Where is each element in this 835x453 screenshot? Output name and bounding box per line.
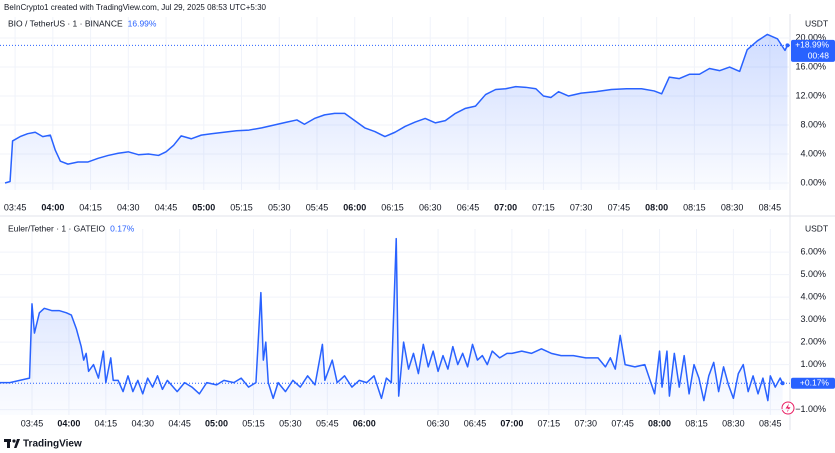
currency-label: USDT: [805, 18, 828, 28]
x-tick-label: 04:45: [155, 202, 178, 212]
chart-panel: 0.00% 4.00% 8.00% 12.00% 16.00% 20.00% 03:45 04…: [0, 17, 835, 212]
y-tick-label: 16.00%: [795, 61, 826, 71]
x-tick-label: 08:45: [759, 418, 782, 428]
x-tick-label: 08:45: [759, 202, 782, 212]
y-tick-label: 5.00%: [800, 269, 826, 279]
series-change: 0.17%: [110, 223, 135, 233]
x-tick-label: 07:00: [494, 202, 517, 212]
x-tick-label: 06:00: [343, 202, 366, 212]
price-line: [0, 237, 784, 402]
currency-label: USDT: [805, 223, 828, 233]
x-tick-label: 07:30: [570, 202, 593, 212]
y-tick-label: 8.00%: [800, 119, 826, 129]
y-tick-label: 0.00%: [800, 177, 826, 187]
x-tick-label: 05:45: [306, 202, 329, 212]
y-tick-label: 6.00%: [800, 246, 826, 256]
x-tick-label: 08:00: [645, 202, 668, 212]
x-tick-label: 06:30: [419, 202, 442, 212]
y-tick-label: 1.00%: [800, 359, 826, 369]
last-price-box: [791, 39, 835, 62]
footer-brand: TradingView: [23, 439, 82, 450]
series-title: BIO / TetherUS · 1 · BINANCE: [8, 18, 123, 28]
series-change: 16.99%: [128, 18, 157, 28]
y-tick-label: 3.00%: [800, 314, 826, 324]
x-tick-label: 05:15: [230, 202, 253, 212]
y-tick-label: 20.00%: [795, 32, 826, 42]
x-tick-label: 06:45: [464, 418, 487, 428]
x-tick-label: 04:15: [95, 418, 118, 428]
y-tick-label: 4.00%: [800, 291, 826, 301]
lightning-icon[interactable]: [781, 401, 795, 415]
x-tick-label: 03:45: [4, 202, 27, 212]
countdown-label: 00:48: [808, 51, 830, 61]
x-tick-label: 05:00: [192, 202, 215, 212]
x-tick-label: 05:15: [242, 418, 265, 428]
x-tick-label: 04:30: [117, 202, 140, 212]
chart-panel: −1.00% 1.00% 2.00% 3.00% 4.00% 5.00% 6.00% 03:4…: [0, 223, 835, 428]
tradingview-logo: [4, 439, 20, 448]
x-tick-label: 05:00: [205, 418, 228, 428]
area: [0, 238, 783, 415]
x-tick-label: 04:15: [79, 202, 102, 212]
y-tick-label: −1.00%: [795, 404, 826, 414]
header: BeInCrypto1 created with TradingView.com…: [4, 3, 267, 12]
x-tick-label: 03:45: [21, 418, 44, 428]
x-tick-label: 04:30: [131, 418, 154, 428]
x-tick-label: 06:00: [353, 418, 376, 428]
x-tick-label: 07:45: [608, 202, 631, 212]
x-tick-label: 08:30: [722, 418, 745, 428]
series-title: Euler/Tether · 1 · GATEIO: [8, 223, 106, 233]
last-price-label: +0.17%: [800, 378, 830, 388]
last-price-label: +18.99%: [795, 40, 829, 50]
x-tick-label: 07:15: [532, 202, 555, 212]
x-tick-label: 08:30: [721, 202, 744, 212]
x-tick-label: 08:15: [685, 418, 708, 428]
x-tick-label: 07:00: [500, 418, 523, 428]
last-point: [780, 381, 785, 386]
price-line: [4, 33, 789, 184]
y-tick-label: 12.00%: [795, 90, 826, 100]
x-tick-label: 05:30: [268, 202, 291, 212]
x-tick-label: 05:30: [279, 418, 302, 428]
last-point: [785, 43, 790, 48]
x-tick-label: 05:45: [316, 418, 339, 428]
x-tick-label: 08:00: [648, 418, 671, 428]
x-tick-label: 06:30: [427, 418, 450, 428]
x-tick-label: 04:00: [57, 418, 80, 428]
x-tick-label: 06:15: [381, 202, 404, 212]
y-tick-label: 4.00%: [800, 148, 826, 158]
last-price-box: [791, 377, 835, 389]
area: [5, 34, 788, 190]
x-tick-label: 04:00: [41, 202, 64, 212]
x-tick-label: 04:45: [168, 418, 191, 428]
x-tick-label: 07:30: [574, 418, 597, 428]
x-tick-label: 08:15: [683, 202, 706, 212]
x-tick-label: 06:45: [457, 202, 480, 212]
x-tick-label: 07:15: [538, 418, 561, 428]
y-tick-label: 2.00%: [800, 336, 826, 346]
x-tick-label: 07:45: [611, 418, 634, 428]
